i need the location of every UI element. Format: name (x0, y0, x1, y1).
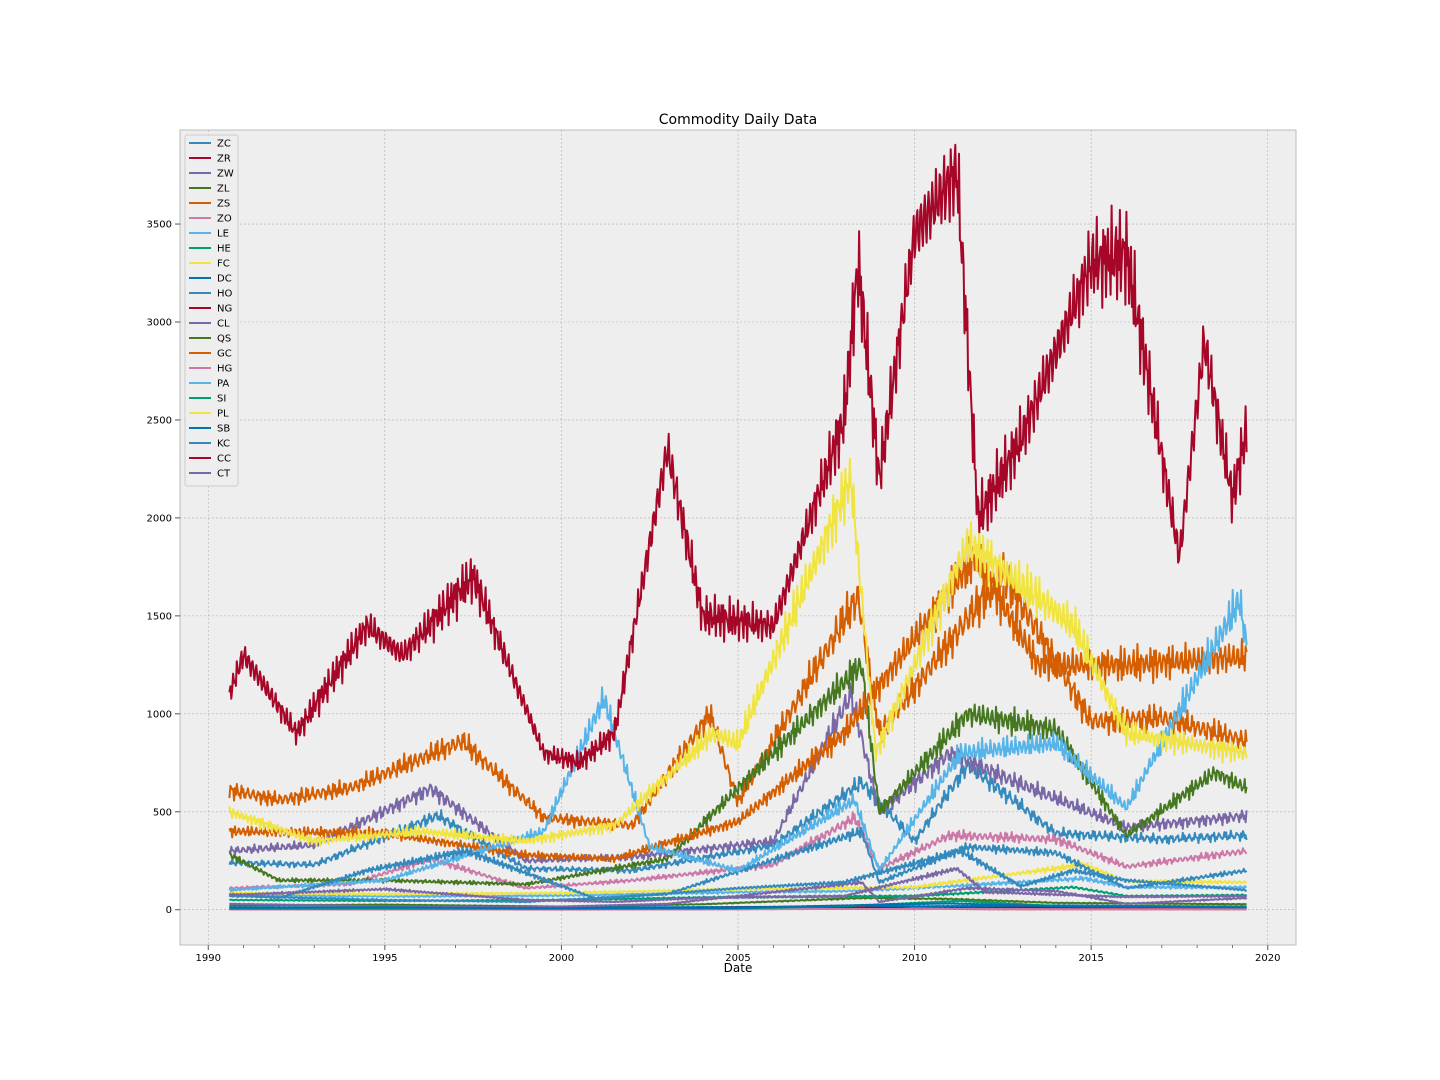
y-tick-label: 500 (153, 807, 172, 818)
legend-label: ZS (217, 199, 230, 210)
series-line-pa (228, 588, 1248, 893)
series-lines (228, 143, 1248, 911)
series-line-kc (228, 846, 1248, 901)
x-tick-label: 2000 (549, 953, 574, 964)
series-line-pl (228, 457, 1248, 847)
series-line-sb (229, 902, 1247, 910)
legend-label: ZL (217, 184, 230, 195)
series-line-zo (228, 811, 1248, 890)
x-tick-label: 2005 (725, 953, 750, 964)
legend-label: KC (217, 439, 230, 450)
series-line-zs (228, 551, 1248, 832)
legend-label: HE (217, 244, 231, 255)
series-line-le (228, 875, 1247, 899)
series-line-zl (229, 896, 1247, 908)
y-tick-label: 1000 (147, 709, 172, 720)
y-tick-label: 3000 (147, 317, 172, 328)
legend-label: SB (217, 424, 230, 435)
legend-label: HG (217, 364, 232, 375)
x-tick-label: 2015 (1078, 953, 1103, 964)
legend-label: NG (217, 304, 232, 315)
axes: 1990 1995 2000 2005 2010 2015 2020 0 500 1000 1500… (147, 220, 1281, 964)
x-tick-label: 1990 (196, 953, 221, 964)
x-tick-label: 2010 (902, 953, 927, 964)
legend-label: SI (217, 394, 226, 405)
legend-label: CT (217, 469, 231, 480)
x-tick-label: 2020 (1255, 953, 1280, 964)
legend-label: ZW (217, 169, 234, 180)
legend-label: ZR (217, 154, 231, 165)
legend-label: QS (217, 334, 231, 345)
y-tick-label: 3500 (147, 220, 172, 231)
legend-label: ZC (217, 139, 231, 150)
legend: ZC ZR ZW ZL ZS ZO LE HE FC DC HO NG CL QS GC HG PA SI PL SB… (184, 134, 239, 487)
legend-label: DC (217, 274, 232, 285)
series-line-ct (229, 867, 1247, 904)
legend-label: CL (217, 319, 230, 330)
legend-label: PA (217, 379, 229, 390)
legend-label: HO (217, 289, 233, 300)
chart-title: Commodity Daily Data (659, 112, 817, 128)
legend-label: FC (217, 259, 230, 270)
legend-label: ZO (217, 214, 232, 225)
x-tick-label: 1995 (372, 953, 397, 964)
y-tick-label: 0 (166, 905, 172, 916)
y-tick-label: 1500 (147, 611, 172, 622)
legend-label: GC (217, 349, 232, 360)
y-tick-label: 2000 (147, 513, 172, 524)
legend-label: CC (217, 454, 231, 465)
legend-label: PL (217, 409, 229, 420)
legend-label: LE (217, 229, 229, 240)
x-axis-label: Date (724, 961, 753, 975)
series-line-cc (228, 143, 1248, 773)
series-line-zw (228, 682, 1248, 864)
y-tick-label: 2500 (147, 415, 172, 426)
